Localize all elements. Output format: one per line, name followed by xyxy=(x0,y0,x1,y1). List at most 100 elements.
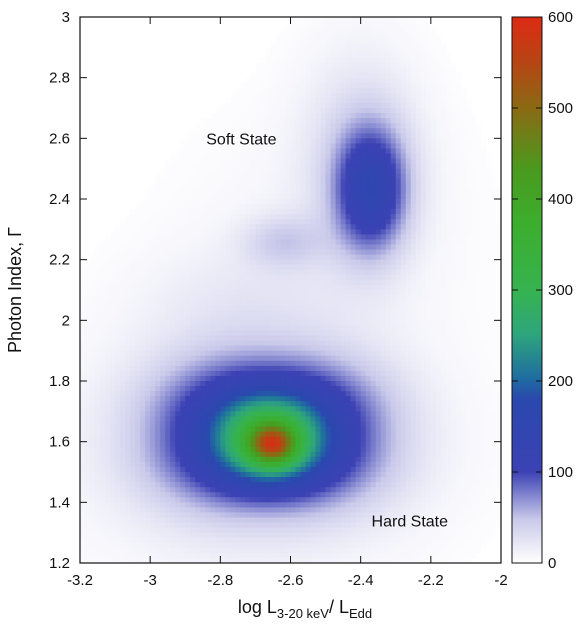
heatmap-cell xyxy=(195,305,201,311)
heatmap-cell xyxy=(350,214,357,220)
heatmap-cell xyxy=(280,199,287,205)
heatmap-cell xyxy=(175,522,181,529)
heatmap-cell xyxy=(130,451,136,458)
heatmap-cell xyxy=(220,244,226,251)
heatmap-cell xyxy=(220,350,226,357)
heatmap-cell xyxy=(280,441,287,448)
heatmap-cell xyxy=(205,199,211,205)
heatmap-cell xyxy=(200,466,206,473)
heatmap-cell xyxy=(115,512,121,519)
heatmap-cell xyxy=(335,183,342,190)
heatmap-cell xyxy=(235,229,241,235)
heatmap-cell xyxy=(85,456,91,463)
heatmap-cell xyxy=(305,47,312,53)
heatmap-cell xyxy=(110,461,116,468)
heatmap-cell xyxy=(110,456,116,463)
heatmap-cell xyxy=(320,477,327,483)
heatmap-cell xyxy=(120,436,126,443)
heatmap-cell xyxy=(165,204,171,210)
heatmap-cell xyxy=(265,284,272,291)
heatmap-cell xyxy=(325,517,332,524)
heatmap-cell xyxy=(90,472,96,478)
heatmap-cell xyxy=(190,502,196,508)
heatmap-cell xyxy=(290,52,297,59)
heatmap-cell xyxy=(200,224,206,230)
heatmap-cell xyxy=(100,381,106,387)
heatmap-cell xyxy=(90,279,96,286)
heatmap-cell xyxy=(115,396,121,402)
heatmap-cell xyxy=(150,345,156,352)
heatmap-cell xyxy=(155,209,161,215)
heatmap-cell xyxy=(350,350,357,357)
heatmap-cell xyxy=(230,340,236,347)
heatmap-cell xyxy=(100,557,106,563)
heatmap-cell xyxy=(145,340,151,347)
heatmap-cell xyxy=(265,113,272,119)
heatmap-cell xyxy=(185,153,191,160)
heatmap-cell xyxy=(125,466,131,473)
heatmap-cell xyxy=(190,325,196,332)
heatmap-cell xyxy=(280,325,287,332)
heatmap-cell xyxy=(355,426,362,433)
heatmap-cell xyxy=(260,193,267,200)
heatmap-cell xyxy=(220,477,226,483)
heatmap-cell xyxy=(355,234,362,241)
heatmap-cell xyxy=(115,239,121,246)
heatmap-cell xyxy=(185,421,191,428)
heatmap-cell xyxy=(290,209,297,215)
heatmap-cell xyxy=(145,325,151,332)
heatmap-cell xyxy=(265,365,272,372)
heatmap-cell xyxy=(345,451,352,458)
heatmap-cell xyxy=(290,97,297,104)
heatmap-cell xyxy=(255,325,262,332)
heatmap-cell xyxy=(90,527,96,534)
heatmap-cell xyxy=(295,77,302,84)
heatmap-cell xyxy=(210,315,216,321)
heatmap-cell xyxy=(145,244,151,251)
heatmap-cell xyxy=(115,472,121,478)
heatmap-cell xyxy=(225,295,231,301)
heatmap-cell xyxy=(295,133,302,139)
heatmap-cell xyxy=(295,537,302,544)
heatmap-cell xyxy=(170,219,176,225)
heatmap-cell xyxy=(325,108,332,114)
heatmap-cell xyxy=(235,391,241,397)
heatmap-cell xyxy=(125,456,131,463)
heatmap-cell xyxy=(350,254,357,261)
heatmap-cell xyxy=(135,527,141,534)
heatmap-cell xyxy=(180,229,186,235)
heatmap-cell xyxy=(270,47,277,53)
heatmap-cell xyxy=(255,113,262,119)
heatmap-cell xyxy=(300,102,307,109)
heatmap-cell xyxy=(320,295,327,301)
heatmap-cell xyxy=(190,168,196,175)
heatmap-cell xyxy=(140,502,146,508)
heatmap-cell xyxy=(115,507,121,514)
heatmap-cell xyxy=(180,492,186,498)
heatmap-cell xyxy=(100,446,106,453)
heatmap-cell xyxy=(175,421,181,428)
heatmap-cell xyxy=(230,269,236,276)
heatmap-cell xyxy=(225,305,231,311)
heatmap-cell xyxy=(285,355,292,362)
heatmap-cell xyxy=(250,391,257,397)
heatmap-cell xyxy=(255,168,262,175)
heatmap-cell xyxy=(195,325,201,332)
heatmap-cell xyxy=(95,300,101,306)
heatmap-cell xyxy=(345,32,352,38)
heatmap-cell xyxy=(285,254,292,261)
heatmap-cell xyxy=(175,477,181,483)
heatmap-cell xyxy=(210,249,216,256)
heatmap-cell xyxy=(230,183,236,190)
heatmap-cell xyxy=(105,537,111,544)
heatmap-cell xyxy=(150,355,156,362)
heatmap-cell xyxy=(270,466,277,473)
heatmap-cell xyxy=(255,365,262,372)
heatmap-cell xyxy=(335,153,342,160)
heatmap-cell xyxy=(340,82,347,89)
heatmap-cell xyxy=(110,279,116,286)
heatmap-cell xyxy=(170,421,176,428)
heatmap-cell xyxy=(170,340,176,347)
heatmap-cell xyxy=(355,492,362,498)
